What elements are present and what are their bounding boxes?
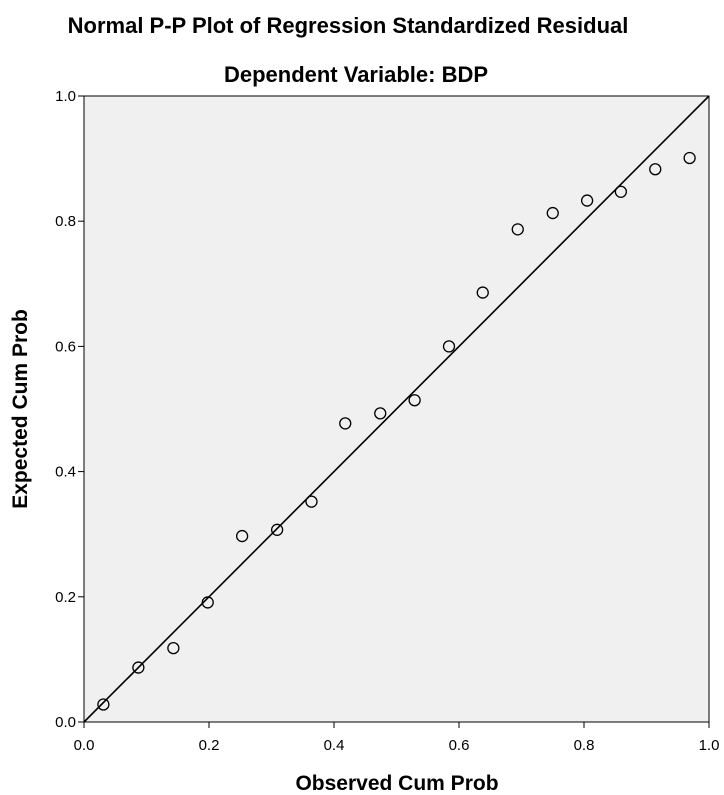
x-tick-label: 0.0 xyxy=(74,737,95,754)
data-point xyxy=(235,529,249,543)
y-tick-label: 0.0 xyxy=(55,714,76,731)
y-tick-label: 0.6 xyxy=(55,338,76,355)
y-axis-label: Expected Cum Prob xyxy=(9,309,32,509)
data-point xyxy=(132,661,145,674)
data-point xyxy=(201,596,214,609)
y-tick-label: 1.0 xyxy=(55,88,76,105)
x-tick-label: 0.4 xyxy=(324,737,345,754)
data-point xyxy=(546,206,559,220)
y-axis-ticks: 0.0 0.2 0.4 0.6 0.8 1.0 xyxy=(55,88,84,731)
data-point xyxy=(683,151,696,165)
x-axis-ticks: 0.0 0.2 0.4 0.6 0.8 1.0 xyxy=(74,722,720,754)
chart-subtitle: Dependent Variable: BDP xyxy=(224,62,488,87)
data-point xyxy=(408,394,421,407)
x-tick-label: 1.0 xyxy=(699,737,720,754)
data-point xyxy=(374,407,387,420)
data-point xyxy=(167,641,180,655)
x-tick-label: 0.2 xyxy=(199,737,220,754)
x-tick-label: 0.8 xyxy=(574,737,595,754)
data-point xyxy=(339,417,352,430)
x-tick-label: 0.6 xyxy=(449,737,470,754)
x-axis-label: Observed Cum Prob xyxy=(295,772,498,795)
data-point xyxy=(270,523,284,536)
data-point xyxy=(97,698,110,711)
data-point xyxy=(305,495,318,508)
reference-line-group xyxy=(83,95,710,723)
y-tick-label: 0.2 xyxy=(55,589,76,606)
data-point xyxy=(511,223,524,236)
data-point xyxy=(476,286,489,299)
y-tick-label: 0.4 xyxy=(55,464,76,481)
y-tick-label: 0.8 xyxy=(55,213,76,230)
data-point xyxy=(442,340,456,353)
data-point xyxy=(580,194,594,207)
reference-line xyxy=(83,95,710,723)
chart-title: Normal P-P Plot of Regression Standardiz… xyxy=(68,13,629,38)
data-point xyxy=(649,163,662,176)
data-points xyxy=(97,151,696,711)
data-point xyxy=(614,185,628,198)
